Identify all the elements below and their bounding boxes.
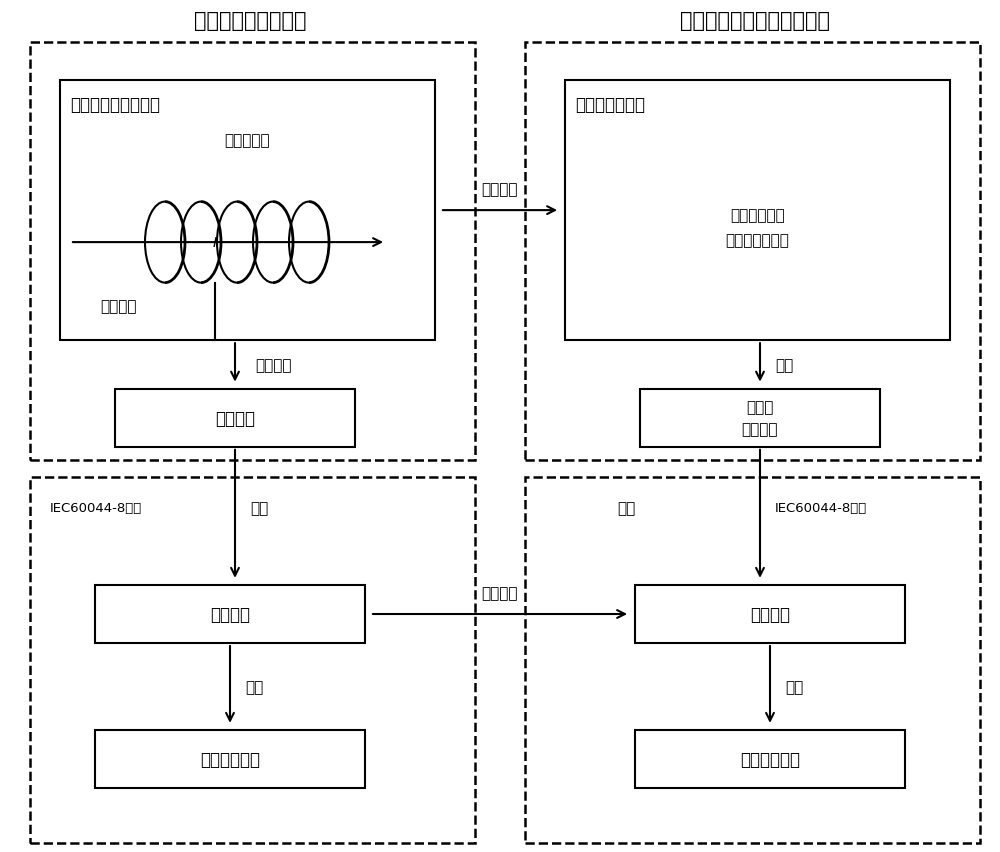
- Text: 完全一致: 完全一致: [482, 585, 518, 601]
- Text: 光纤: 光纤: [617, 500, 635, 515]
- Bar: [60, 81, 435, 341]
- Text: 仿真模拟: 仿真模拟: [482, 182, 518, 197]
- Text: 工程实际光测量系统: 工程实际光测量系统: [194, 11, 306, 32]
- Bar: [525, 43, 980, 460]
- Bar: [95, 585, 365, 643]
- Text: 合并单元: 合并单元: [210, 605, 250, 624]
- Text: 光测量
仿真接口: 光测量 仿真接口: [742, 400, 778, 437]
- Text: 合并单元: 合并单元: [750, 605, 790, 624]
- Bar: [635, 585, 905, 643]
- Text: 控制保护装置: 控制保护装置: [200, 750, 260, 769]
- Text: 光纤: 光纤: [245, 679, 263, 694]
- Text: 实时数字仿真器: 实时数字仿真器: [575, 96, 645, 114]
- Bar: [525, 477, 980, 843]
- Text: 光纤: 光纤: [785, 679, 803, 694]
- Text: 采集单元: 采集单元: [215, 409, 255, 428]
- Text: IEC60044-8协议: IEC60044-8协议: [50, 501, 142, 515]
- Bar: [30, 43, 475, 460]
- Text: 闭环仿真高精度光测量系统: 闭环仿真高精度光测量系统: [680, 11, 830, 32]
- Text: 保偏光缆: 保偏光缆: [255, 358, 292, 372]
- Text: 电流测点: 电流测点: [100, 299, 136, 314]
- Bar: [640, 389, 880, 447]
- Bar: [565, 81, 950, 341]
- Text: 光纤: 光纤: [250, 500, 268, 515]
- Bar: [115, 389, 355, 447]
- Bar: [635, 730, 905, 788]
- Text: 控制保护装置: 控制保护装置: [740, 750, 800, 769]
- Text: IEC60044-8协议: IEC60044-8协议: [775, 501, 867, 515]
- Bar: [95, 730, 365, 788]
- Bar: [30, 477, 475, 843]
- Text: 光纤: 光纤: [775, 358, 793, 372]
- Text: 微秒级小步长
模拟量输出模块: 微秒级小步长 模拟量输出模块: [726, 208, 789, 248]
- Text: 直流光学电流互感器: 直流光学电流互感器: [70, 96, 160, 114]
- Text: $I$: $I$: [212, 236, 218, 250]
- Text: 传感光纤环: 传感光纤环: [225, 133, 270, 148]
